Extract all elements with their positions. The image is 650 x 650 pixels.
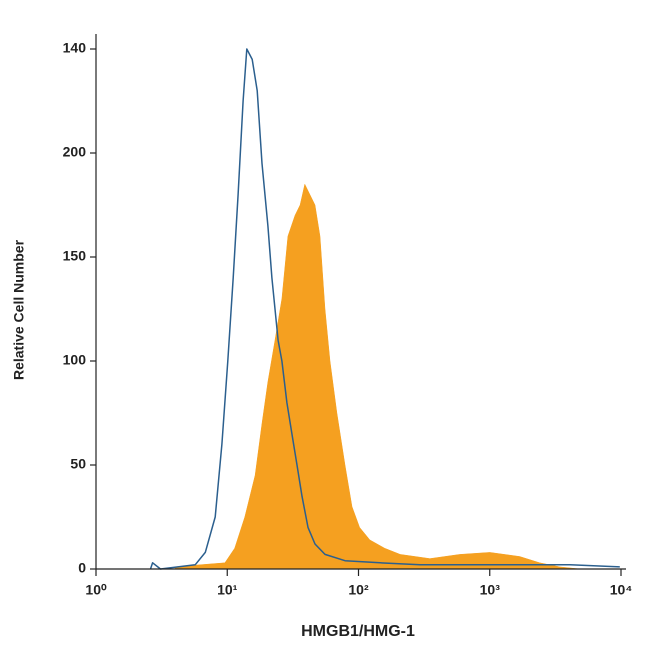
x-tick-label: 10²: [348, 582, 369, 598]
x-tick-label: 10⁰: [85, 582, 107, 598]
y-tick-label: 50: [70, 456, 86, 472]
x-axis-label: HMGB1/HMG-1: [301, 623, 415, 640]
histogram-line: [149, 48, 620, 570]
y-tick-label: 140: [63, 40, 87, 56]
y-tick-label: 0: [78, 560, 86, 576]
x-tick-label: 10³: [480, 582, 501, 598]
x-tick-label: 10¹: [217, 582, 238, 598]
x-tick-label: 10⁴: [610, 582, 633, 598]
y-tick-label: 150: [63, 248, 87, 264]
y-tick-label: 100: [63, 352, 87, 368]
y-tick-label: 200: [63, 144, 87, 160]
y-axis-label: Relative Cell Number: [11, 239, 27, 380]
histogram-area: [174, 183, 581, 570]
